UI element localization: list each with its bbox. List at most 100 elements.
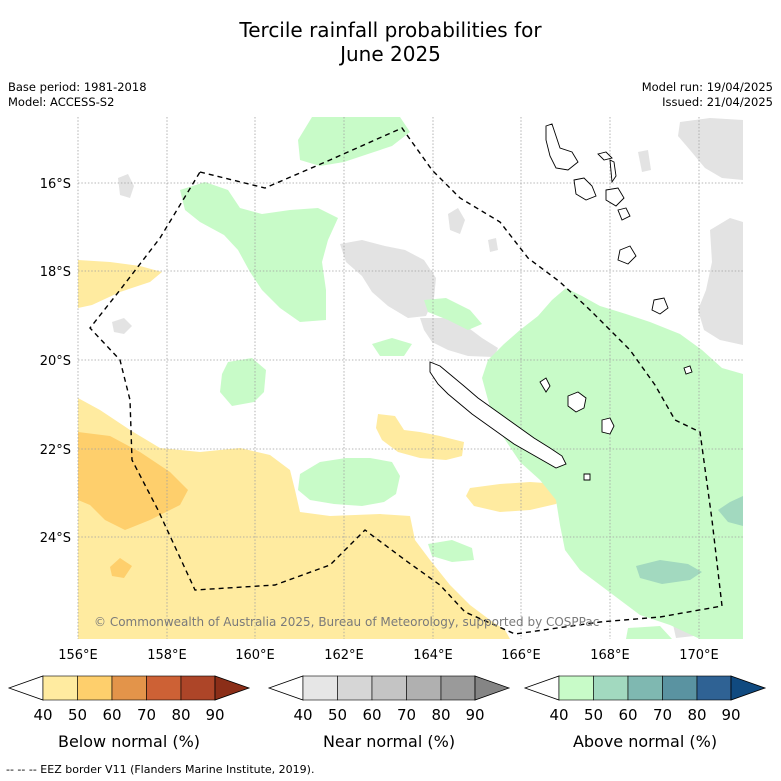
colorbar-above-80	[662, 675, 698, 701]
colorbar-below-60	[77, 675, 113, 701]
lat-tick: 20°S	[40, 354, 71, 369]
below-region-east	[466, 482, 565, 512]
lon-tick: 170°E	[679, 648, 719, 663]
near-region-small-3	[118, 174, 134, 198]
land-lifou	[567, 391, 587, 413]
land-island-small	[583, 473, 591, 481]
cb-tick: 60	[618, 706, 637, 724]
colorbar-near-90	[440, 675, 476, 701]
colorbar-above-90	[696, 675, 732, 701]
above-region-small-south	[428, 540, 474, 562]
cb-tick: 90	[465, 706, 484, 724]
below-region-south-bulge	[150, 606, 245, 639]
colorbar-above-ticks: 40 50 60 70 80 90	[549, 706, 740, 724]
colorbar-above-60	[593, 675, 629, 701]
cb-tick: 90	[205, 706, 224, 724]
lat-tick: 24°S	[40, 531, 71, 546]
cb-tick: 40	[293, 706, 312, 724]
colorbar-above-70	[627, 675, 663, 701]
above-region-small-mid	[424, 298, 482, 330]
lon-tick: 168°E	[590, 648, 630, 663]
above-region-north	[298, 117, 410, 166]
below-region-southwest	[78, 398, 510, 639]
land-vanuatu-efate	[605, 187, 625, 207]
map-gridlines	[77, 117, 743, 639]
above-60-region-east	[718, 496, 743, 526]
colorbar-below-70	[111, 675, 147, 701]
lat-tick: 16°S	[40, 177, 71, 192]
lon-tick: 156°E	[58, 648, 98, 663]
near-region-central-south	[420, 318, 498, 357]
title-line-2: June 2025	[340, 42, 441, 66]
lat-tick: 18°S	[40, 265, 71, 280]
near-region-east-mid	[698, 218, 743, 345]
below-normal-60-regions	[78, 432, 188, 578]
map-title: Tercile rainfall probabilities for June …	[0, 18, 781, 66]
lat-tick: 22°S	[40, 443, 71, 458]
land-vanuatu-aneityum	[683, 365, 693, 375]
colorbar-below-ticks: 40 50 60 70 80 90	[33, 706, 224, 724]
cb-tick: 90	[721, 706, 740, 724]
colorbar-near-label: Near normal (%)	[323, 732, 455, 751]
land-vanuatu-erromango	[617, 245, 637, 265]
colorbar-near-min	[267, 675, 304, 701]
base-period: Base period: 1981-2018	[8, 80, 147, 94]
cb-tick: 80	[171, 706, 190, 724]
cb-tick: 50	[584, 706, 603, 724]
lon-tick: 164°E	[413, 648, 453, 663]
cb-tick: 50	[328, 706, 347, 724]
colorbar-below-max	[214, 675, 251, 701]
colorbar-near-70	[371, 675, 407, 701]
colorbar-near-60	[337, 675, 373, 701]
cb-tick: 40	[549, 706, 568, 724]
colorbar-near-80	[406, 675, 442, 701]
colorbar-near: 40 50 60 70 80 90 Near normal (%)	[267, 675, 511, 751]
above-region-small-central	[372, 338, 412, 356]
lon-tick: 162°E	[324, 648, 364, 663]
above-60-region-south	[636, 560, 702, 584]
cb-tick: 50	[68, 706, 87, 724]
meta-right: Model run: 19/04/2025 Issued: 21/04/2025	[642, 80, 773, 110]
land-mare	[601, 417, 615, 435]
colorbar-above-max	[730, 675, 767, 701]
above-region-south-central	[298, 458, 400, 506]
above-region-bottom-strip	[626, 626, 672, 639]
below-region-central	[376, 414, 464, 460]
near-region-east-top	[678, 118, 743, 180]
near-region-small-4	[112, 318, 132, 334]
colorbar-below-90	[180, 675, 216, 701]
issued-date: Issued: 21/04/2025	[662, 95, 773, 109]
colorbar-above-min	[523, 675, 560, 701]
below-region-60-west	[78, 432, 188, 530]
cb-tick: 70	[653, 706, 672, 724]
colorbar-below-min	[7, 675, 44, 701]
eez-footnote: -- -- -- EEZ border V11 (Flanders Marine…	[6, 763, 315, 776]
near-region-small-5	[488, 238, 498, 252]
above-region-mid-west	[220, 358, 266, 406]
copyright-text: © Commonwealth of Australia 2025, Bureau…	[94, 615, 599, 629]
below-region-west-upper	[78, 260, 162, 308]
lat-tick-labels: 16°S 18°S 20°S 22°S 24°S	[40, 177, 71, 546]
title-line-1: Tercile rainfall probabilities for	[239, 18, 542, 42]
land-vanuatu-malekula	[573, 177, 597, 201]
colorbar-near-ticks: 40 50 60 70 80 90	[293, 706, 484, 724]
near-normal-50-regions	[112, 118, 743, 638]
model-name: Model: ACCESS-S2	[8, 95, 115, 109]
land-ouvea	[539, 377, 551, 393]
land-new-caledonia	[429, 361, 567, 469]
colorbar-near-max	[474, 675, 511, 701]
land-vanuatu-pentecost	[609, 159, 617, 184]
above-normal-60-regions	[636, 496, 743, 584]
cb-tick: 70	[397, 706, 416, 724]
lon-tick: 166°E	[501, 648, 541, 663]
land-vanuatu-ambae	[597, 151, 613, 161]
cb-tick: 70	[137, 706, 156, 724]
near-region-central-north	[340, 240, 436, 318]
below-region-60-spot	[110, 558, 132, 578]
land-outlines	[429, 123, 693, 481]
near-region-small-2	[638, 150, 651, 172]
colorbar-below-50	[42, 675, 78, 701]
colorbar-above-label: Above normal (%)	[573, 732, 717, 751]
colorbar-above: 40 50 60 70 80 90 Above normal (%)	[523, 675, 767, 751]
